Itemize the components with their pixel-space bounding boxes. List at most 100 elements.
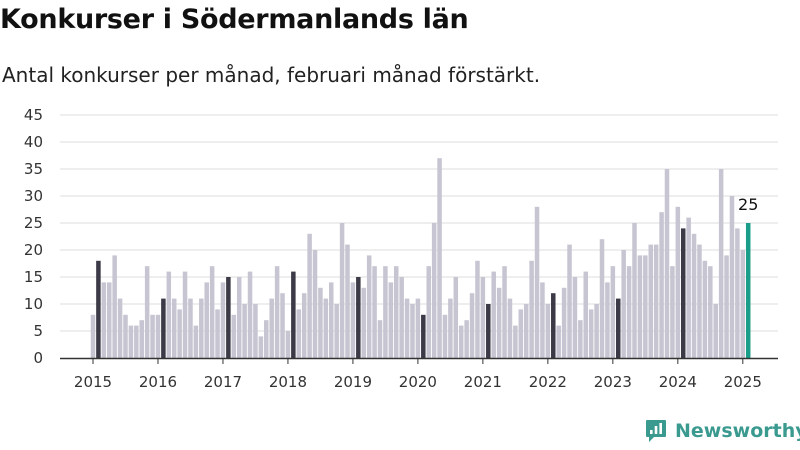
bar	[475, 260, 480, 358]
bar	[182, 271, 188, 358]
bar	[128, 325, 134, 358]
y-tick-label: 20	[24, 241, 43, 259]
latest-value-label: 25	[738, 195, 758, 214]
bar	[204, 282, 209, 358]
y-tick-label: 25	[24, 214, 43, 232]
bar	[507, 298, 513, 358]
bar	[729, 196, 735, 358]
bar	[469, 293, 475, 358]
bar	[697, 244, 702, 358]
bar	[139, 320, 144, 358]
bar	[637, 255, 643, 358]
y-tick-label: 35	[24, 160, 43, 178]
bar	[491, 271, 496, 358]
bar	[312, 250, 318, 358]
bar	[740, 250, 746, 358]
bar	[458, 325, 464, 358]
bar	[551, 293, 556, 358]
bar	[161, 298, 166, 358]
bar	[486, 304, 491, 358]
bar	[307, 233, 312, 358]
bar	[632, 223, 637, 358]
bar	[274, 266, 280, 358]
bar	[583, 271, 589, 358]
x-tick-label: 2019	[334, 373, 372, 391]
bar	[643, 255, 648, 358]
bar	[708, 266, 713, 358]
chart-title: Konkurser i Södermanlands län	[0, 4, 469, 35]
bar	[437, 158, 442, 358]
bar	[253, 304, 258, 358]
bar	[540, 282, 545, 358]
bar	[464, 320, 469, 358]
bar	[534, 206, 540, 358]
bar	[101, 282, 107, 358]
bar	[572, 277, 578, 358]
bar	[659, 212, 664, 358]
bar	[518, 309, 524, 358]
y-tick-label: 15	[24, 268, 43, 286]
x-tick-label: 2017	[204, 373, 242, 391]
bar	[410, 304, 415, 358]
bar	[718, 169, 724, 358]
bar	[556, 325, 561, 358]
x-tick-label: 2021	[464, 373, 502, 391]
bar	[296, 309, 302, 358]
bar	[280, 293, 285, 358]
bar	[334, 304, 339, 358]
bar	[220, 282, 226, 358]
bar	[561, 287, 567, 358]
chart-subtitle: Antal konkurser per månad, februari måna…	[2, 63, 541, 87]
bar	[415, 298, 421, 358]
bar	[236, 277, 242, 358]
x-tick-label: 2023	[594, 373, 632, 391]
x-tick-label: 2020	[399, 373, 437, 391]
bar	[496, 287, 502, 358]
bar	[242, 304, 247, 358]
bar	[269, 298, 274, 358]
newsworthy-logo: Newsworthy	[645, 419, 800, 443]
bar	[134, 325, 139, 358]
y-tick-label: 0	[33, 349, 43, 367]
x-tick-label: 2015	[74, 373, 112, 391]
bar	[171, 298, 177, 358]
bar	[578, 320, 583, 358]
bar	[339, 223, 345, 358]
bar	[610, 266, 616, 358]
bar	[166, 271, 172, 358]
bar	[735, 228, 740, 358]
bar	[106, 282, 112, 358]
bar	[155, 314, 161, 358]
bar	[291, 271, 296, 358]
x-tick-label: 2025	[724, 373, 762, 391]
bar	[350, 282, 356, 358]
bar	[345, 244, 350, 358]
bar	[686, 217, 691, 358]
newsworthy-logo-icon	[646, 420, 666, 442]
bar	[356, 277, 361, 358]
y-tick-label: 10	[24, 295, 43, 313]
bar	[247, 271, 253, 358]
bar	[258, 336, 264, 358]
bar	[285, 331, 291, 358]
bar	[605, 282, 610, 358]
bar	[702, 260, 708, 358]
bar	[323, 298, 329, 358]
bar	[329, 282, 334, 358]
bar	[318, 287, 323, 358]
y-tick-label: 5	[33, 322, 43, 340]
bar	[264, 320, 269, 358]
bar	[513, 325, 518, 358]
bar	[675, 206, 681, 358]
bar	[96, 260, 101, 358]
bar	[188, 298, 193, 358]
bar	[209, 266, 215, 358]
bar	[301, 293, 307, 358]
bar	[691, 233, 697, 358]
bar	[231, 314, 237, 358]
bar	[366, 255, 372, 358]
bar	[199, 298, 204, 358]
bar	[448, 298, 453, 358]
